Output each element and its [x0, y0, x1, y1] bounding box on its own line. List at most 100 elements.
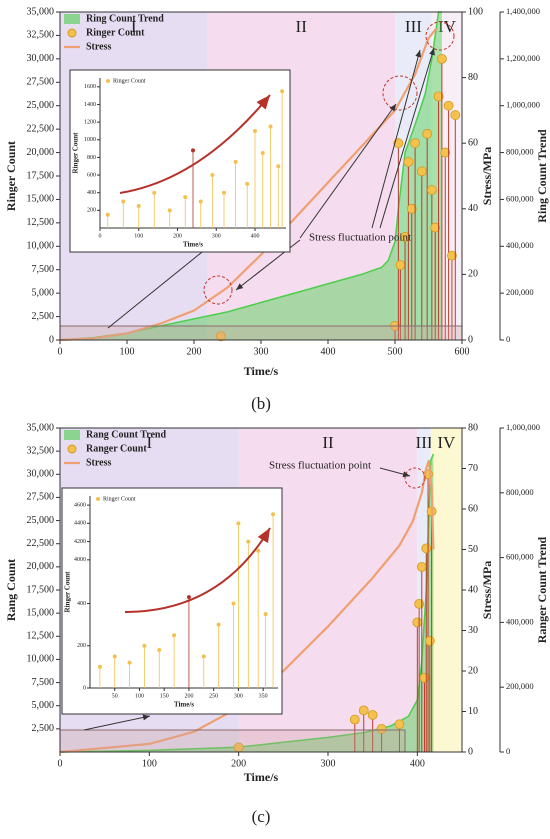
- point: [440, 147, 451, 158]
- inset-y-tick-label: 600: [87, 172, 96, 178]
- region-label: IV: [437, 433, 456, 452]
- inset-point: [105, 212, 110, 217]
- y3-tick-label: 0: [506, 334, 510, 344]
- legend-label: Ringer Count: [86, 27, 145, 38]
- y2-tick-label: 60: [468, 503, 478, 514]
- y-tick-label: 17,500: [27, 170, 55, 181]
- y-tick-label: 12,500: [27, 631, 55, 642]
- y2-axis-label: Stress/MPa: [480, 561, 494, 619]
- y-axis-label: Rang Count: [4, 559, 18, 621]
- x-tick-label: 400: [321, 346, 336, 357]
- inset-point: [191, 148, 195, 153]
- inset-y-tick-label: 4400: [74, 521, 86, 527]
- point: [443, 100, 454, 111]
- y-tick-label: 25,000: [27, 515, 55, 526]
- inset-y-tick-label: 1400: [84, 102, 96, 108]
- point: [433, 91, 444, 102]
- inset-point: [245, 181, 250, 186]
- legend-label: Rang Count Trend: [86, 429, 166, 440]
- region-label: III: [405, 17, 422, 36]
- y-tick-label: 15,000: [27, 607, 55, 618]
- y3-tick-label: 800,000: [506, 487, 534, 497]
- point: [393, 138, 404, 149]
- inset-point: [201, 654, 206, 659]
- legend-swatch: [64, 14, 80, 24]
- inset-frame: [69, 69, 291, 253]
- region: [430, 428, 462, 752]
- y3-tick-label: 800,000: [506, 147, 534, 157]
- zoom-arrow: [83, 714, 151, 731]
- point: [410, 138, 421, 149]
- y-tick-label: 12,500: [27, 217, 55, 228]
- inset-x-tick-label: 250: [209, 693, 218, 699]
- y-tick-label: 27,500: [27, 77, 55, 88]
- inset-x-tick-label: 400: [251, 233, 260, 239]
- zoom-box: [59, 729, 406, 753]
- inset-y-tick-label: 4200: [74, 539, 86, 545]
- legend-swatch: [64, 430, 80, 440]
- inset-x-tick-label: 200: [184, 693, 193, 699]
- inset-point: [210, 173, 215, 178]
- legend-label: Ranger Count: [86, 443, 147, 454]
- inset-y-tick-label: 400: [87, 190, 96, 196]
- y3-tick-label: 600,000: [506, 552, 534, 562]
- y2-axis-label: Stress/MPa: [480, 147, 494, 205]
- y-tick-label: 25,000: [27, 100, 55, 111]
- y2-tick-label: 80: [468, 422, 478, 433]
- inset-frame: [61, 487, 283, 715]
- inset-point: [271, 512, 276, 517]
- inset-y-tick-label: 1200: [84, 119, 96, 125]
- y-tick-label: 5,000: [32, 700, 55, 711]
- y2-tick-label: 0: [468, 746, 473, 757]
- y3-tick-label: 1,200,000: [506, 53, 540, 63]
- y-tick-label: 0: [49, 334, 54, 345]
- legend-swatch: [67, 28, 77, 38]
- zoom-box: [59, 325, 463, 341]
- point: [424, 636, 435, 646]
- inset-y-label: Ringer Count: [64, 571, 72, 613]
- inset-x-tick-label: 0: [99, 233, 102, 239]
- inset-y-tick-label: 800: [87, 155, 96, 161]
- point: [447, 250, 457, 261]
- inset-x-label: Time/s: [174, 701, 194, 709]
- highlight-circle: [203, 275, 233, 305]
- inset-point: [233, 159, 238, 164]
- x-tick-label: 0: [58, 346, 63, 357]
- y-tick-label: 27,500: [27, 492, 55, 503]
- y3-axis-label: Ring Count Trend: [535, 129, 549, 223]
- highlight-circle: [382, 75, 418, 111]
- point: [349, 714, 360, 725]
- y2-tick-label: 80: [468, 72, 478, 83]
- inset-point: [172, 633, 177, 638]
- inset-point: [167, 208, 172, 213]
- y-tick-label: 10,000: [27, 241, 55, 252]
- inset-point: [260, 151, 265, 155]
- area-line: [59, 11, 442, 341]
- y2-tick-label: 40: [468, 203, 478, 214]
- region-label: II: [322, 433, 334, 452]
- point: [430, 222, 441, 233]
- inset-y-tick-label: 400: [77, 601, 86, 607]
- y3-tick-label: 1,000,000: [506, 100, 540, 110]
- y-tick-label: 17,500: [27, 584, 55, 595]
- point: [422, 128, 433, 139]
- inset-point: [186, 595, 191, 600]
- inset-point: [112, 654, 117, 659]
- region-label: IV: [438, 17, 457, 36]
- point: [215, 331, 226, 342]
- point: [376, 723, 387, 734]
- inset-y-tick-label: 1600: [84, 84, 96, 90]
- annotation-arrow: [379, 47, 435, 229]
- legend-label: Stress: [86, 41, 111, 52]
- annotation-arrow: [371, 49, 422, 229]
- annotation-arrow: [379, 467, 411, 478]
- inset-point: [127, 660, 132, 665]
- panel-label: (c): [252, 807, 271, 826]
- y-tick-label: 5,000: [32, 287, 55, 298]
- y3-tick-label: 0: [506, 746, 510, 756]
- y2-tick-label: 20: [468, 269, 478, 280]
- legend-label: Ring Count Trend: [86, 13, 164, 24]
- region-label: II: [296, 17, 308, 36]
- annotation-arrow: [299, 103, 397, 239]
- y3-tick-label: 400,000: [506, 240, 534, 250]
